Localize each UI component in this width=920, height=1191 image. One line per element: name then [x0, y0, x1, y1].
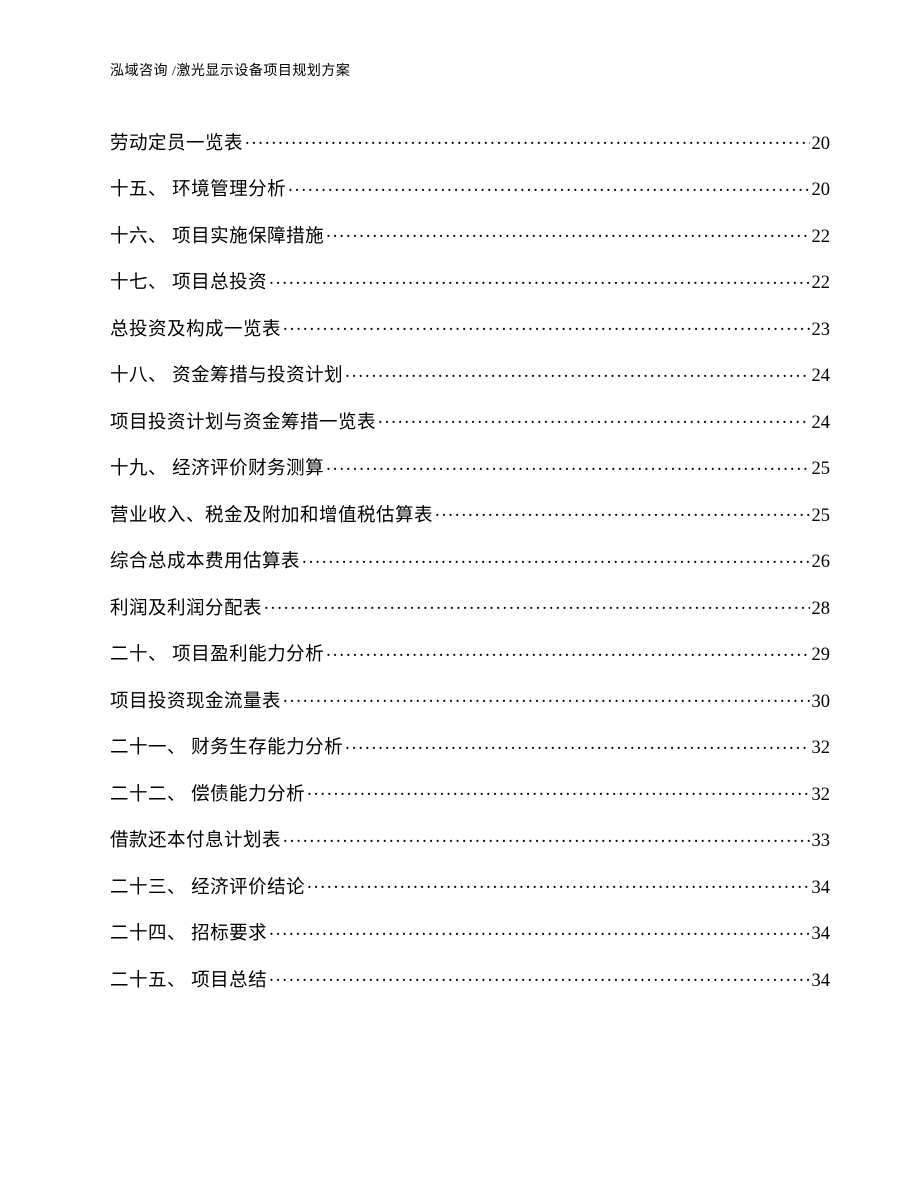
toc-entry-page: 34 [812, 925, 831, 944]
toc-entry: 总投资及构成一览表 23 [110, 316, 830, 339]
toc-entry-page: 33 [812, 832, 831, 851]
toc-entry-title: 综合总成本费用估算表 [110, 553, 300, 572]
toc-entry: 二十、 项目盈利能力分析 29 [110, 642, 830, 665]
toc-entry-title: 二十一、 财务生存能力分析 [110, 739, 343, 758]
toc-entry: 十八、 资金筹措与投资计划 24 [110, 363, 830, 386]
toc-leader-dots [269, 921, 809, 940]
toc-entry-title: 二十三、 经济评价结论 [110, 879, 305, 898]
toc-entry: 二十一、 财务生存能力分析 32 [110, 735, 830, 758]
toc-entry: 项目投资现金流量表 30 [110, 688, 830, 711]
toc-leader-dots [326, 456, 809, 475]
toc-leader-dots [378, 409, 809, 428]
toc-entry-page: 34 [812, 972, 831, 991]
toc-entry-page: 22 [812, 228, 831, 247]
toc-entry: 利润及利润分配表 28 [110, 595, 830, 618]
toc-entry-title: 十六、 项目实施保障措施 [110, 228, 324, 247]
toc-leader-dots [326, 642, 809, 661]
toc-entry-page: 32 [812, 786, 831, 805]
toc-entry: 十九、 经济评价财务测算 25 [110, 456, 830, 479]
toc-entry-page: 24 [812, 414, 831, 433]
toc-entry: 综合总成本费用估算表 26 [110, 549, 830, 572]
toc-leader-dots [326, 223, 809, 242]
toc-entry-page: 22 [812, 274, 831, 293]
toc-entry: 劳动定员一览表 20 [110, 130, 830, 153]
toc-entry-title: 项目投资计划与资金筹措一览表 [110, 414, 376, 433]
toc-entry-page: 25 [812, 460, 831, 479]
toc-entry-title: 十八、 资金筹措与投资计划 [110, 367, 343, 386]
header-text: 泓域咨询 /激光显示设备项目规划方案 [110, 64, 350, 79]
toc-entry-title: 利润及利润分配表 [110, 600, 262, 619]
toc-entry-page: 25 [812, 507, 831, 526]
document-page: 泓域咨询 /激光显示设备项目规划方案 劳动定员一览表 20 十五、 环境管理分析 20… [0, 0, 920, 1191]
toc-entry-title: 借款还本付息计划表 [110, 832, 281, 851]
toc-entry: 二十三、 经济评价结论 34 [110, 874, 830, 897]
toc-entry-page: 23 [812, 321, 831, 340]
toc-entry-page: 34 [812, 879, 831, 898]
toc-entry-title: 二十二、 偿债能力分析 [110, 786, 305, 805]
toc-leader-dots [245, 130, 809, 149]
toc-entry-page: 30 [812, 693, 831, 712]
toc-entry: 二十二、 偿债能力分析 32 [110, 781, 830, 804]
table-of-contents: 劳动定员一览表20十五、 环境管理分析20十六、 项目实施保障措施22十七、 项… [110, 130, 830, 990]
toc-leader-dots [283, 316, 809, 335]
toc-entry: 十五、 环境管理分析 20 [110, 177, 830, 200]
toc-entry: 项目投资计划与资金筹措一览表 24 [110, 409, 830, 432]
toc-entry-page: 29 [812, 646, 831, 665]
toc-entry-title: 总投资及构成一览表 [110, 321, 281, 340]
toc-leader-dots [269, 270, 809, 289]
toc-entry-title: 劳动定员一览表 [110, 135, 243, 154]
toc-entry-page: 28 [812, 600, 831, 619]
toc-entry-page: 20 [812, 181, 831, 200]
toc-entry: 十六、 项目实施保障措施 22 [110, 223, 830, 246]
toc-leader-dots [283, 688, 809, 707]
toc-entry-title: 十七、 项目总投资 [110, 274, 267, 293]
toc-entry-title: 二十五、 项目总结 [110, 972, 267, 991]
toc-entry-title: 项目投资现金流量表 [110, 693, 281, 712]
toc-entry-title: 十五、 环境管理分析 [110, 181, 286, 200]
toc-entry-page: 26 [812, 553, 831, 572]
toc-entry-title: 营业收入、税金及附加和增值税估算表 [110, 507, 433, 526]
toc-entry: 二十五、 项目总结 34 [110, 967, 830, 990]
toc-leader-dots [307, 874, 809, 893]
toc-leader-dots [264, 595, 809, 614]
toc-entry: 借款还本付息计划表 33 [110, 828, 830, 851]
toc-leader-dots [307, 781, 809, 800]
toc-entry-title: 二十四、 招标要求 [110, 925, 267, 944]
toc-entry-page: 20 [812, 135, 831, 154]
toc-leader-dots [302, 549, 809, 568]
toc-leader-dots [345, 735, 809, 754]
toc-entry: 十七、 项目总投资 22 [110, 270, 830, 293]
toc-leader-dots [288, 177, 809, 196]
toc-leader-dots [283, 828, 809, 847]
toc-entry: 二十四、 招标要求 34 [110, 921, 830, 944]
toc-entry-page: 32 [812, 739, 831, 758]
toc-entry-title: 二十、 项目盈利能力分析 [110, 646, 324, 665]
toc-entry-page: 24 [812, 367, 831, 386]
toc-entry-title: 十九、 经济评价财务测算 [110, 460, 324, 479]
toc-entry: 营业收入、税金及附加和增值税估算表 25 [110, 502, 830, 525]
toc-leader-dots [269, 967, 809, 986]
toc-leader-dots [345, 363, 809, 382]
page-header: 泓域咨询 /激光显示设备项目规划方案 [110, 60, 830, 80]
toc-leader-dots [435, 502, 809, 521]
